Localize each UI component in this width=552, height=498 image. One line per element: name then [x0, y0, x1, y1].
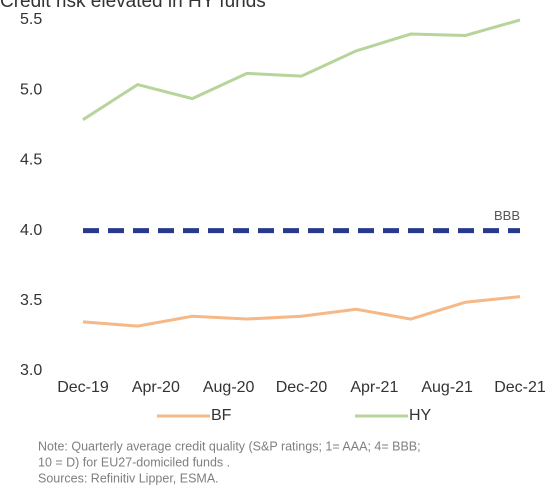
x-tick-label: Apr-21: [350, 379, 398, 396]
series-line: [82, 18, 521, 121]
y-tick-label: 3.0: [20, 362, 42, 379]
y-tick-label: 5.5: [20, 11, 42, 28]
reference-label: BBB: [494, 208, 520, 223]
note: Sources: Refinitiv Lipper, ESMA.: [38, 471, 219, 485]
y-tick-label: 4.5: [20, 152, 42, 169]
note: 10 = D) for EU27-domiciled funds .: [38, 455, 230, 469]
y-tick-label: 3.5: [20, 292, 42, 309]
x-tick-label: Dec-20: [276, 379, 328, 396]
y-tick-label: 4.0: [20, 222, 42, 239]
legend-label: BF: [211, 407, 232, 424]
legend-label: HY: [409, 407, 432, 424]
x-tick-label: Aug-21: [421, 379, 473, 396]
series-line: [82, 295, 521, 328]
note: Note: Quarterly average credit quality (…: [38, 439, 421, 453]
x-tick-label: Dec-21: [494, 379, 546, 396]
y-tick-label: 5.0: [20, 81, 42, 98]
x-tick-label: Apr-20: [132, 379, 180, 396]
x-tick-label: Dec-19: [57, 379, 109, 396]
x-tick-label: Aug-20: [203, 379, 255, 396]
chart-title: Credit risk elevated in HY funds: [0, 0, 266, 12]
